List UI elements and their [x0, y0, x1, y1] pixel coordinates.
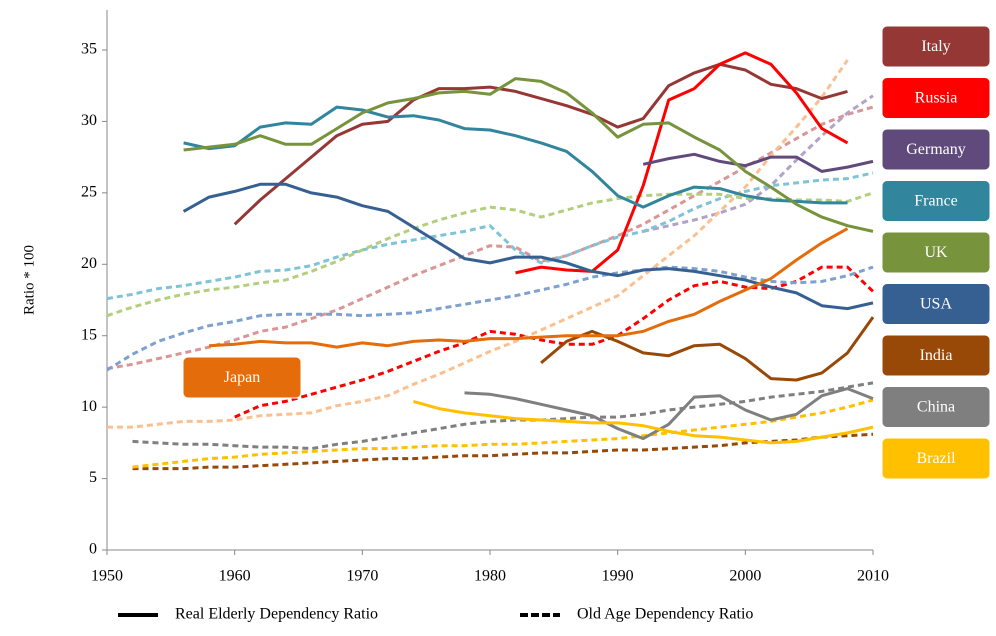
legend-box [881, 283, 991, 325]
real-ratio-line [183, 105, 848, 209]
old-age-ratio-line [234, 265, 875, 419]
y-tick-label: 10 [81, 398, 97, 415]
old-age-ratio-line [132, 398, 874, 469]
real-ratio-line [183, 77, 874, 233]
legend-box [881, 386, 991, 428]
legend-box [881, 231, 991, 274]
y-tick-label: 15 [81, 326, 97, 343]
real-ratio-line [540, 316, 875, 382]
real-ratio-line [182, 182, 874, 311]
y-tick-label: 25 [81, 184, 97, 201]
legend-label: Russia [915, 90, 958, 107]
x-tick-label: 1980 [474, 568, 506, 585]
old-age-ratio-line [132, 432, 874, 471]
x-tick-label: 1950 [91, 568, 123, 585]
real-ratio-line [412, 399, 874, 445]
legend-label: Brazil [916, 450, 956, 467]
old-age-ratio-line [106, 171, 874, 301]
legend-label: France [914, 193, 958, 210]
legend-label: Germany [906, 141, 966, 158]
real-ratio-line [515, 51, 849, 275]
legend-label: China [917, 399, 955, 416]
y-tick-label: 20 [81, 255, 97, 272]
real-ratio-line [209, 227, 849, 349]
legend-label: Japan [224, 369, 260, 386]
legend-label: India [920, 347, 953, 364]
legend-text: Real Elderly Dependency Ratio [175, 606, 378, 623]
old-age-ratio-line [132, 381, 874, 451]
x-tick-label: 2010 [857, 568, 889, 585]
legend-label: UK [924, 244, 948, 261]
x-tick-label: 2000 [729, 568, 761, 585]
legend-text: Old Age Dependency Ratio [577, 606, 753, 623]
real-ratio-line [464, 387, 874, 441]
old-age-ratio-line [642, 94, 874, 233]
legend-label: Italy [921, 38, 950, 55]
legend-box [182, 356, 302, 399]
legend-box [881, 437, 991, 480]
legend-label: USA [920, 296, 952, 313]
y-tick-label: 30 [81, 112, 97, 129]
x-tick-label: 1990 [602, 568, 634, 585]
legend-box [881, 77, 991, 119]
legend-box [881, 334, 991, 377]
old-age-ratio-line [106, 191, 874, 318]
legend-box [881, 128, 991, 171]
legend-box [881, 25, 991, 68]
real-ratio-line [642, 152, 874, 173]
x-tick-label: 1970 [346, 568, 378, 585]
y-axis-label: Ratio * 100 [21, 245, 37, 315]
y-tick-label: 35 [81, 41, 97, 58]
x-tick-label: 1960 [219, 568, 251, 585]
real-ratio-line [233, 62, 848, 226]
old-age-ratio-line [107, 59, 849, 429]
legend-box [881, 180, 991, 222]
y-tick-label: 0 [89, 541, 97, 558]
y-tick-label: 5 [89, 469, 97, 486]
old-age-ratio-line [106, 265, 874, 372]
